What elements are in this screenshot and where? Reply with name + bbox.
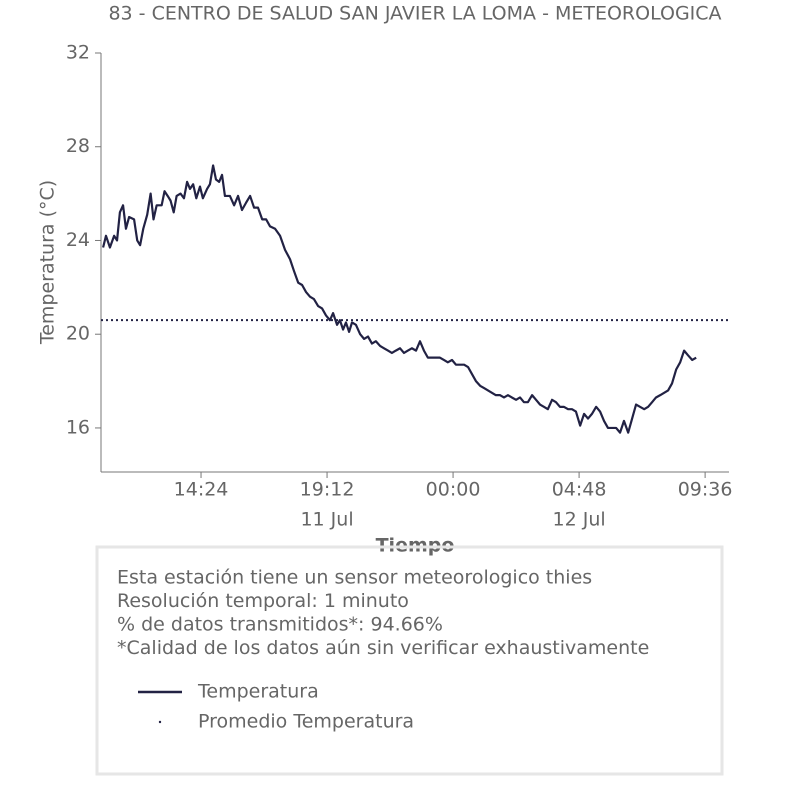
x-tick-label: 09:36 xyxy=(678,479,733,501)
x-tick-label: 14:24 xyxy=(174,479,229,501)
chart-title: 83 - CENTRO DE SALUD SAN JAVIER LA LOMA … xyxy=(108,3,721,25)
info-line: Resolución temporal: 1 minuto xyxy=(117,590,409,612)
y-tick-label: 20 xyxy=(66,323,90,345)
info-box xyxy=(95,545,724,776)
x-tick-label: 19:12 xyxy=(300,479,355,501)
legend-label: Promedio Temperatura xyxy=(198,711,414,733)
y-tick-label: 16 xyxy=(66,416,90,438)
x-date-label: 12 Jul xyxy=(553,509,606,531)
y-tick-label: 32 xyxy=(66,42,90,64)
y-tick-label: 24 xyxy=(66,229,90,251)
legend-swatch xyxy=(158,720,162,724)
temperature-line xyxy=(102,164,697,434)
info-line: *Calidad de los datos aún sin verificar … xyxy=(117,637,649,659)
x-date-label: 11 Jul xyxy=(300,509,353,531)
y-axis-label: Temperatura (°C) xyxy=(37,180,59,345)
info-line: % de datos transmitidos*: 94.66% xyxy=(117,614,443,636)
y-tick-label: 28 xyxy=(66,135,90,157)
x-tick-label: 00:00 xyxy=(426,479,481,501)
info-line: Esta estación tiene un sensor meteorolog… xyxy=(117,567,592,589)
legend-label: Temperatura xyxy=(197,681,319,703)
x-tick-label: 04:48 xyxy=(552,479,607,501)
